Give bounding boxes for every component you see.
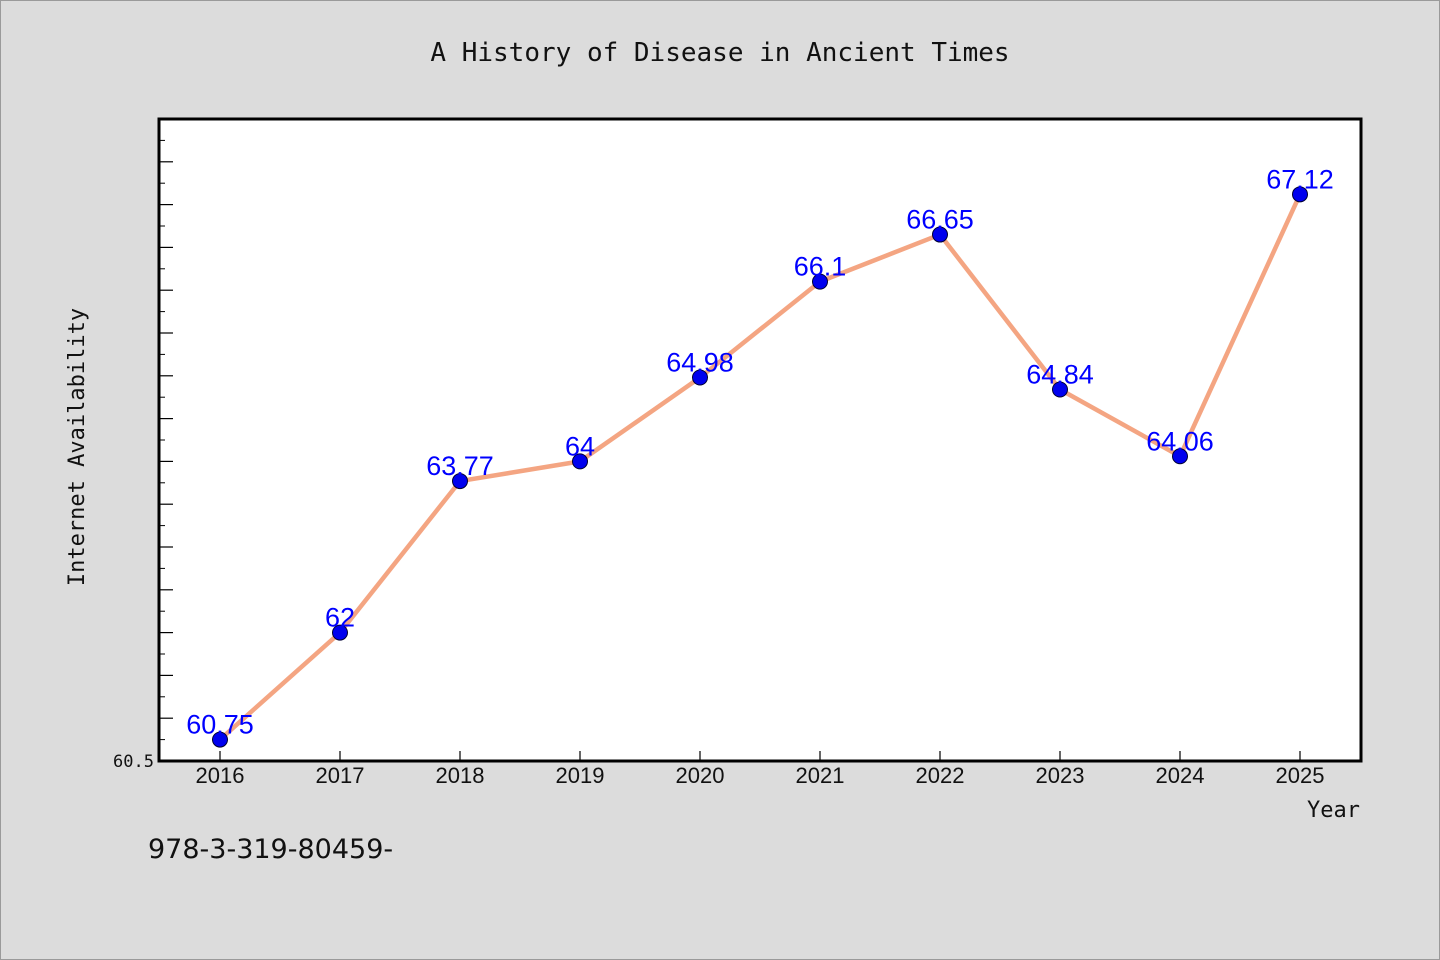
series-line [218,193,1303,742]
footer-code-text: 978-3-319-80459- [148,834,394,865]
data-labels: 60.75 62 63.77 64 64.98 66.1 66.65 64.84 64.06 67… [186,164,1334,739]
data-label: 64.06 [1146,426,1214,456]
data-label: 64.98 [666,348,734,378]
data-point [932,226,948,243]
data-label: 66.65 [906,205,974,235]
series-markers [212,186,1308,748]
data-point [812,273,828,290]
x-axis-label: Year [1307,798,1360,823]
x-tick-label: 2020 [676,763,725,788]
x-tick-label: 2018 [436,763,485,788]
data-point [1052,381,1068,398]
data-point [452,473,468,490]
y-axis-ticks [159,118,173,762]
x-tick-label: 2016 [196,763,245,788]
x-tick-label: 2025 [1276,763,1325,788]
chart-title: A History of Disease in Ancient Times [430,38,1009,68]
y-tick-label: 60.5 [113,752,154,772]
data-label: 63.77 [426,451,494,481]
x-tick-label: 2017 [316,763,365,788]
data-point [1172,448,1188,465]
data-label: 66.1 [794,252,847,282]
x-axis-ticks [219,751,1301,761]
x-tick-label: 2019 [556,763,605,788]
data-label: 64 [565,431,595,461]
x-tick-labels: 2016 2017 2018 2019 2020 2021 2022 2023 2024 2025 [196,763,1325,788]
data-label: 67.12 [1266,164,1334,194]
x-tick-label: 2023 [1036,763,1085,788]
x-tick-label: 2024 [1156,763,1205,788]
data-label: 62 [325,603,355,633]
data-point [572,453,588,470]
data-point [332,624,348,641]
x-tick-label: 2021 [796,763,845,788]
data-point [212,731,228,748]
data-point [1292,186,1308,203]
data-point [692,369,708,386]
x-tick-label: 2022 [916,763,965,788]
plot-area [157,117,1363,763]
data-label: 60.75 [186,710,254,740]
data-label: 64.84 [1026,359,1094,389]
y-axis-label: Internet Availability [65,308,90,586]
